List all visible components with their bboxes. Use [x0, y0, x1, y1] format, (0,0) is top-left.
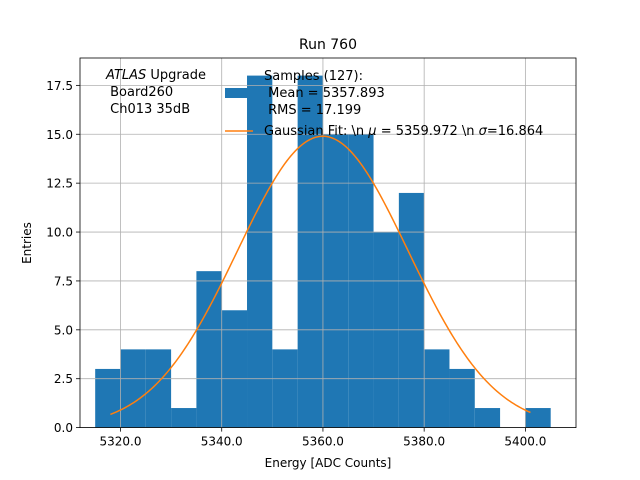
- y-tick-label: 15.0: [46, 128, 73, 142]
- legend-fit-label: Gaussian Fit: \n μ = 5359.972 \n σ=16.86…: [264, 124, 543, 139]
- y-axis-ticks: 0.0 2.5 5.0 7.5 10.0 12.5 15.0 17.5: [46, 79, 80, 435]
- y-axis-label: Entries: [20, 222, 34, 264]
- legend-fit-suffix: =16.864: [487, 124, 543, 139]
- histogram-bar: [525, 408, 551, 428]
- gaussian-fit-curve: [110, 135, 531, 416]
- plot-frame: [79, 57, 577, 429]
- annotation-atlas: ATLAS: [105, 68, 146, 83]
- experiment-annotation: ATLAS Upgrade Board260 Ch013 35dB: [105, 68, 206, 117]
- x-tick-label: 5380.0: [403, 435, 445, 449]
- y-tick-label: 12.5: [46, 177, 73, 191]
- legend: Samples (127): Mean = 5357.893 RMS = 17.…: [225, 69, 543, 139]
- y-tick-label: 2.5: [54, 372, 73, 386]
- y-tick-label: 17.5: [46, 79, 73, 93]
- legend-fit-middle: = 5359.972 \n: [377, 124, 479, 139]
- annotation-upgrade: Upgrade: [146, 68, 206, 83]
- legend-histogram-swatch: [225, 88, 253, 98]
- histogram-bar: [272, 349, 298, 428]
- legend-histogram-rms: RMS = 17.199: [264, 103, 361, 118]
- y-tick-label: 10.0: [46, 226, 73, 240]
- histogram-bar: [221, 310, 248, 428]
- x-tick-label: 5400.0: [504, 435, 546, 449]
- histogram-bar: [196, 271, 222, 428]
- histogram-bar: [424, 349, 450, 428]
- chart-title: Run 760: [299, 37, 357, 53]
- histogram-bar: [474, 408, 501, 428]
- legend-histogram-mean: Mean = 5357.893: [264, 86, 385, 101]
- legend-fit-sigma-symbol: σ: [479, 124, 488, 139]
- annotation-line-1: ATLAS Upgrade: [105, 68, 206, 83]
- x-tick-label: 5360.0: [302, 435, 344, 449]
- x-axis-ticks: 5320.0 5340.0 5360.0 5380.0 5400.0: [99, 427, 546, 449]
- legend-fit-prefix: Gaussian Fit: \n: [264, 124, 368, 139]
- x-tick-label: 5340.0: [201, 435, 243, 449]
- y-tick-label: 7.5: [54, 274, 73, 288]
- histogram-bar: [398, 192, 425, 428]
- histogram-bar: [120, 349, 146, 428]
- histogram-bar: [95, 368, 121, 428]
- histogram-bar: [449, 368, 475, 428]
- legend-fit-mu-symbol: μ: [367, 124, 376, 139]
- annotation-line-2: Board260: [106, 85, 173, 100]
- legend-histogram-title: Samples (127):: [264, 69, 363, 84]
- x-tick-label: 5320.0: [99, 435, 141, 449]
- x-axis-label: Energy [ADC Counts]: [265, 456, 392, 470]
- histogram-bar: [145, 349, 172, 428]
- annotation-line-3: Ch013 35dB: [106, 102, 190, 117]
- y-tick-label: 0.0: [54, 421, 73, 435]
- y-tick-label: 5.0: [54, 323, 73, 337]
- histogram-bar: [171, 408, 197, 428]
